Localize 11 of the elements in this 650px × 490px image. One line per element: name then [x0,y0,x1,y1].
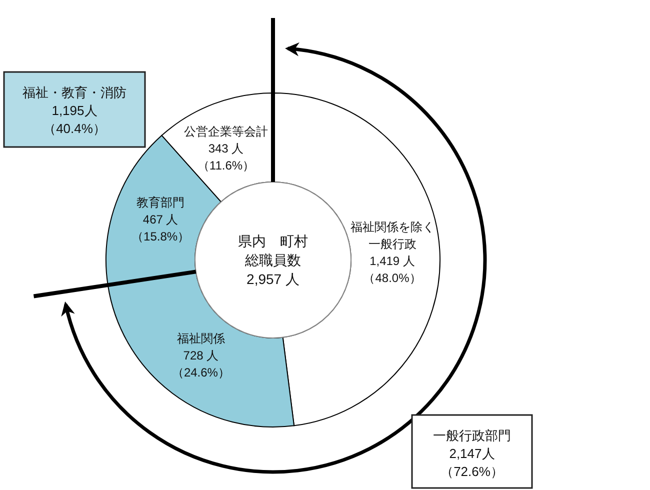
text: 県内 町村総職員数2,957 人 [238,233,308,287]
slice-label: 教育部門 [136,195,185,210]
text: 一般行政部門2,147人（72.6%） [433,428,511,478]
slice-label: 福祉関係 [176,331,225,346]
data-label: 467 人（15.8%） [132,212,190,244]
slice-label: 福祉関係を除く一般行政 [350,220,434,251]
data-label: 343 人（11.6%） [197,141,255,172]
text: 福祉・教育・消防1,195人（40.4%） [22,84,126,136]
data-label: 1,419 人（48.0%） [363,254,422,285]
slice-label: 公営企業等会計 [184,124,268,138]
data-label: 728 人（24.6%） [172,348,230,380]
